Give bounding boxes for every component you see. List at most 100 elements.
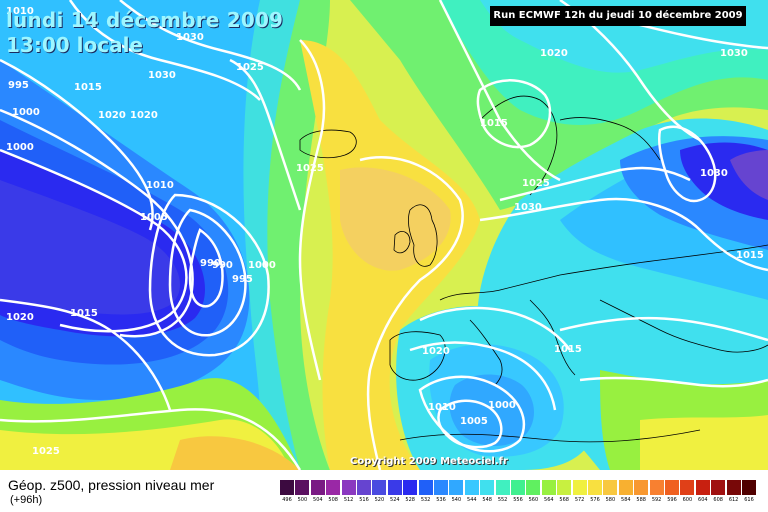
isobar-label: 1000 <box>488 400 516 411</box>
isobar-label: 995 <box>8 80 29 91</box>
color-scale-swatch <box>372 480 387 495</box>
color-scale-tick: 556 <box>513 497 523 503</box>
isobar-label: 990 <box>212 260 233 271</box>
color-scale-swatch <box>634 480 649 495</box>
color-scale-swatch <box>618 480 633 495</box>
isobar-label: 1005 <box>140 212 168 223</box>
color-scale-tick: 576 <box>590 497 600 503</box>
color-scale-tick: 592 <box>651 497 662 503</box>
color-scale-swatch <box>341 480 356 495</box>
color-scale-tick: 584 <box>621 497 631 503</box>
weather-map: 1010 995 990 1000 1000 1015 1020 1020 10… <box>0 0 768 470</box>
color-scale-tick: 600 <box>682 497 693 503</box>
color-scale-swatch <box>326 480 341 495</box>
isobar-label: 1025 <box>236 62 264 73</box>
color-scale-tick: 536 <box>436 497 446 503</box>
color-scale-swatch <box>649 480 664 495</box>
isobar-label: 1005 <box>460 416 488 427</box>
color-scale-tick: 548 <box>482 497 492 503</box>
color-scale-tick: 596 <box>667 497 677 503</box>
isobar-label: 1020 <box>422 346 450 357</box>
isobar-label: 1020 <box>6 312 34 323</box>
color-scale-swatch <box>449 480 464 495</box>
isobar-label: 1010 <box>146 180 174 191</box>
coastlines <box>299 95 768 443</box>
color-scale-swatch <box>695 480 710 495</box>
isobar-label: 1000 <box>248 260 276 271</box>
color-scale-tick: 604 <box>698 497 708 503</box>
color-scale-swatch <box>511 480 525 495</box>
color-scale-tick: 616 <box>744 497 754 503</box>
color-scale-tick: 580 <box>605 497 616 503</box>
color-scale-swatch <box>588 480 602 495</box>
isobar-label: 1015 <box>74 82 102 93</box>
color-scale-tick: 516 <box>359 497 369 503</box>
parameter-label: Géop. z500, pression niveau mer <box>8 477 215 493</box>
isobar-label: 1030 <box>148 70 176 81</box>
color-scale-swatch <box>726 480 741 495</box>
color-scale-tick: 508 <box>328 497 338 503</box>
color-scale-swatch <box>434 480 448 495</box>
color-scale-swatch <box>680 480 695 495</box>
color-scale-tick: 532 <box>420 497 431 503</box>
color-scale-swatch <box>464 480 479 495</box>
isobar-label: 1025 <box>522 178 550 189</box>
copyright-text: Copyright 2009 Meteociel.fr <box>350 456 508 467</box>
isobar-label: 995 <box>232 274 253 285</box>
run-info-banner: Run ECMWF 12h du jeudi 10 décembre 2009 <box>490 6 746 26</box>
color-scale-tick: 572 <box>574 497 585 503</box>
isobar-label: 1030 <box>720 48 748 59</box>
color-scale: 496 500 504 508 512 516 520 524 528 532 536 540 544 5… <box>280 480 760 506</box>
forecast-date: lundi 14 décembre 2009 <box>6 8 284 32</box>
isobar-label: 1010 <box>6 6 34 17</box>
color-scale-tick: 512 <box>343 497 354 503</box>
color-scale-tick: 568 <box>559 497 569 503</box>
isobars <box>0 0 768 470</box>
color-scale-swatch <box>295 480 310 495</box>
color-scale-swatch <box>572 480 587 495</box>
isobar-label: 1025 <box>296 163 324 174</box>
color-scale-swatch <box>310 480 325 495</box>
color-scale-swatch <box>495 480 510 495</box>
color-scale-swatch <box>280 480 294 495</box>
color-scale-tick: 588 <box>636 497 646 503</box>
geopotential-field <box>0 0 768 470</box>
color-scale-tick: 524 <box>390 497 400 503</box>
color-scale-tick: 528 <box>405 497 415 503</box>
color-scale-swatch <box>603 480 618 495</box>
isobar-label: 1015 <box>736 250 764 261</box>
isobar-label: 1015 <box>70 308 98 319</box>
color-scale-swatch <box>557 480 572 495</box>
isobar-label: 1000 <box>6 142 34 153</box>
isobar-label: 990 <box>200 258 221 269</box>
color-scale-tick: 500 <box>297 497 308 503</box>
color-scale-tick: 560 <box>528 497 539 503</box>
isobar-label: 1030 <box>176 32 204 43</box>
color-scale-tick: 540 <box>451 497 462 503</box>
forecast-time: 13:00 locale <box>6 33 143 57</box>
color-scale-swatch <box>711 480 726 495</box>
color-scale-swatch <box>541 480 556 495</box>
color-scale-tick: 608 <box>713 497 723 503</box>
isobar-labels: 1010 995 990 1000 1000 1015 1020 1020 10… <box>6 6 764 457</box>
lead-time-label: (+96h) <box>10 494 43 506</box>
isobar-label: 1015 <box>480 118 508 129</box>
color-scale-swatch <box>418 480 433 495</box>
color-scale-swatch <box>665 480 679 495</box>
isobar-label: 1010 <box>428 402 456 413</box>
color-scale-tick: 496 <box>282 497 292 503</box>
color-scale-tick: 520 <box>374 497 385 503</box>
isobar-label: 1000 <box>12 107 40 118</box>
isobar-label: 1020 <box>98 110 126 121</box>
isobar-label: 1030 <box>700 168 728 179</box>
color-scale-swatch <box>403 480 418 495</box>
color-scale-tick: 544 <box>467 497 477 503</box>
isobar-label: 1025 <box>32 446 60 457</box>
color-scale-tick: 612 <box>728 497 739 503</box>
color-scale-tick: 504 <box>313 497 323 503</box>
color-scale-swatch <box>480 480 495 495</box>
color-scale-tick: 552 <box>497 497 508 503</box>
color-scale-tick: 564 <box>544 497 554 503</box>
color-scale-swatch <box>526 480 541 495</box>
color-scale-swatch <box>357 480 371 495</box>
